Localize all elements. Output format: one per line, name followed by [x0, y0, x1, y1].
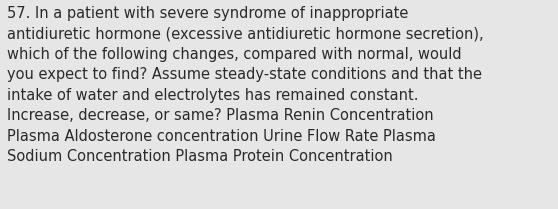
Text: 57. In a patient with severe syndrome of inappropriate
antidiuretic hormone (exc: 57. In a patient with severe syndrome of… [7, 6, 483, 164]
